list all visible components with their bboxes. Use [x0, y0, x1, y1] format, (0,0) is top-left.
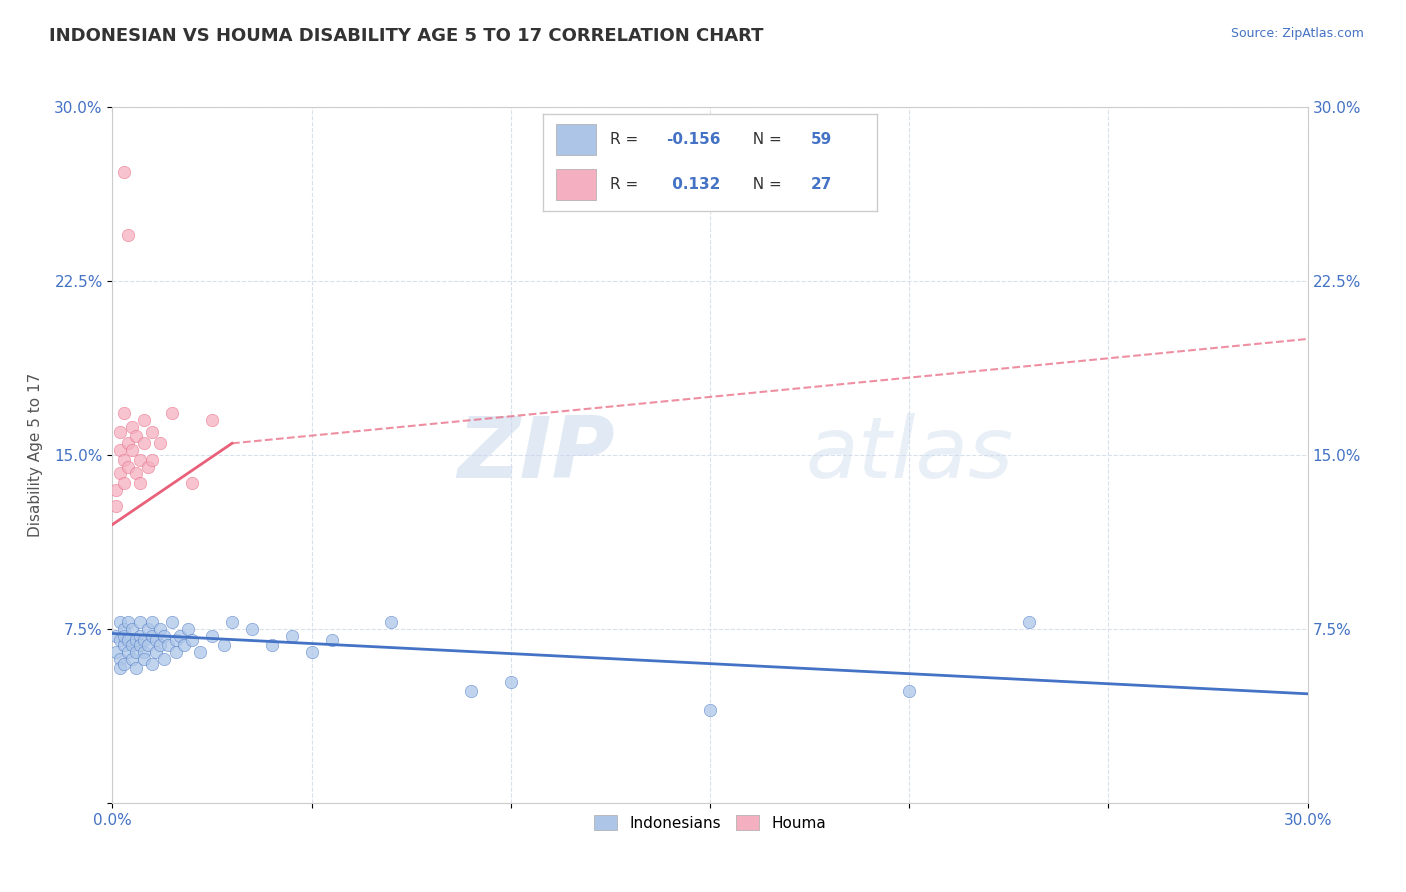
- Point: [321, 633, 343, 648]
- Point: [125, 645, 148, 659]
- Point: [114, 452, 135, 467]
- Point: [281, 629, 304, 643]
- Point: [129, 638, 152, 652]
- Point: [134, 645, 156, 659]
- Point: [165, 633, 187, 648]
- Point: [141, 629, 163, 643]
- Point: [1018, 615, 1040, 629]
- Point: [117, 615, 139, 629]
- Point: [181, 475, 204, 490]
- Point: [114, 638, 135, 652]
- Y-axis label: Disability Age 5 to 17: Disability Age 5 to 17: [28, 373, 44, 537]
- Point: [188, 645, 211, 659]
- Point: [177, 622, 200, 636]
- Point: [141, 657, 163, 671]
- Point: [149, 638, 172, 652]
- Point: [117, 227, 139, 242]
- Point: [125, 633, 148, 648]
- Point: [380, 615, 402, 629]
- Point: [121, 638, 143, 652]
- Point: [201, 413, 224, 427]
- Point: [114, 657, 135, 671]
- Point: [114, 629, 135, 643]
- Point: [114, 622, 135, 636]
- Point: [125, 467, 148, 481]
- Point: [181, 633, 204, 648]
- Text: Source: ZipAtlas.com: Source: ZipAtlas.com: [1230, 27, 1364, 40]
- Point: [114, 406, 135, 420]
- Point: [153, 629, 176, 643]
- Point: [145, 633, 167, 648]
- Point: [105, 645, 128, 659]
- Point: [138, 459, 160, 474]
- Point: [134, 436, 156, 450]
- Point: [129, 615, 152, 629]
- Point: [114, 165, 135, 179]
- Point: [260, 638, 283, 652]
- Point: [173, 638, 195, 652]
- Point: [110, 443, 132, 458]
- Point: [165, 645, 187, 659]
- Point: [898, 684, 921, 698]
- Text: INDONESIAN VS HOUMA DISABILITY AGE 5 TO 17 CORRELATION CHART: INDONESIAN VS HOUMA DISABILITY AGE 5 TO …: [49, 27, 763, 45]
- Point: [129, 629, 152, 643]
- Point: [141, 452, 163, 467]
- Point: [105, 629, 128, 643]
- Point: [129, 452, 152, 467]
- Point: [117, 459, 139, 474]
- Point: [114, 475, 135, 490]
- Point: [117, 645, 139, 659]
- Point: [129, 475, 152, 490]
- Point: [460, 684, 482, 698]
- Point: [121, 443, 143, 458]
- Point: [212, 638, 235, 652]
- Text: atlas: atlas: [806, 413, 1014, 497]
- Point: [201, 629, 224, 643]
- Point: [141, 615, 163, 629]
- Legend: Indonesians, Houma: Indonesians, Houma: [588, 809, 832, 837]
- Point: [110, 467, 132, 481]
- Point: [138, 622, 160, 636]
- Point: [134, 652, 156, 666]
- Point: [499, 675, 522, 690]
- Point: [105, 499, 128, 513]
- Point: [110, 652, 132, 666]
- Point: [301, 645, 323, 659]
- Text: ZIP: ZIP: [457, 413, 614, 497]
- Point: [134, 633, 156, 648]
- Point: [138, 638, 160, 652]
- Point: [121, 622, 143, 636]
- Point: [105, 483, 128, 497]
- Point: [149, 622, 172, 636]
- Point: [121, 652, 143, 666]
- Point: [162, 615, 183, 629]
- Point: [125, 661, 148, 675]
- Point: [162, 406, 183, 420]
- Point: [121, 420, 143, 434]
- Point: [110, 633, 132, 648]
- Point: [125, 429, 148, 443]
- Point: [110, 661, 132, 675]
- Point: [169, 629, 191, 643]
- Point: [134, 413, 156, 427]
- Point: [149, 436, 172, 450]
- Point: [221, 615, 243, 629]
- Point: [145, 645, 167, 659]
- Point: [110, 425, 132, 439]
- Point: [240, 622, 263, 636]
- Point: [699, 703, 721, 717]
- Point: [117, 633, 139, 648]
- Point: [141, 425, 163, 439]
- Point: [157, 638, 180, 652]
- Point: [117, 436, 139, 450]
- Point: [110, 615, 132, 629]
- Point: [153, 652, 176, 666]
